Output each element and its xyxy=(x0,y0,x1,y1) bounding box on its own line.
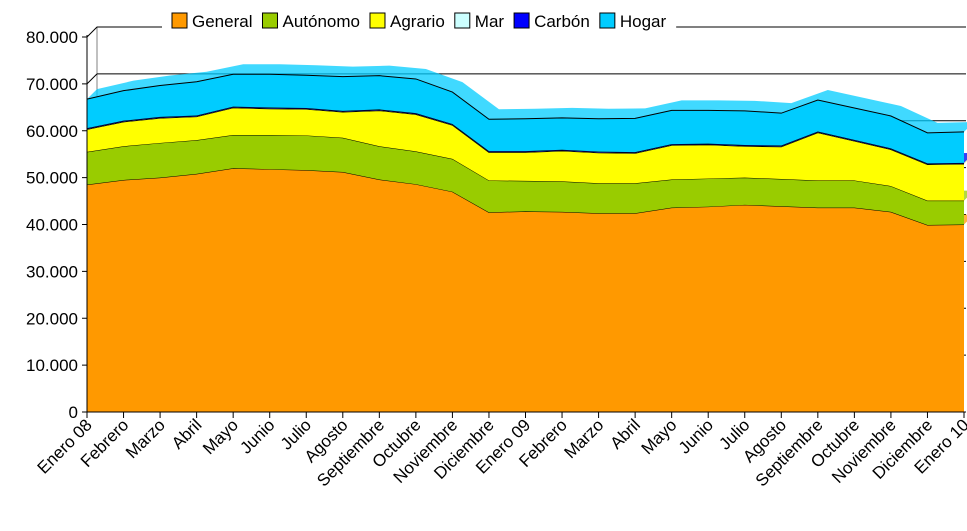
legend-swatch xyxy=(369,12,386,29)
legend-entry-0: General xyxy=(171,12,252,31)
y-tick-label: 70.000 xyxy=(26,75,78,94)
legend-entry-2: Agrario xyxy=(369,12,445,31)
y-axis-ticks: 0 10.000 20.000 30.000 40.000 50.000 60.000 70.… xyxy=(26,28,87,422)
x-tick-label: Junio xyxy=(236,415,278,457)
gridline-depth xyxy=(86,73,98,85)
y-tick-label: 40.000 xyxy=(26,216,78,235)
x-tick-label: Mayo xyxy=(638,415,681,458)
series-areas xyxy=(86,64,967,412)
y-tick-label: 30.000 xyxy=(26,262,78,281)
y-tick-label: 10.000 xyxy=(26,356,78,375)
legend-swatch xyxy=(171,12,188,29)
legend-label: Autónomo xyxy=(282,12,360,31)
legend-swatch xyxy=(261,12,278,29)
x-tick-label: Abril xyxy=(168,415,205,452)
y-tick-label: 80.000 xyxy=(26,28,78,47)
legend-entry-5: Hogar xyxy=(599,12,667,31)
legend-background xyxy=(162,9,677,35)
gridline-depth xyxy=(86,26,98,38)
series-edge-5 xyxy=(86,73,965,134)
legend-swatch xyxy=(454,12,471,29)
legend-entry-1: Autónomo xyxy=(261,12,360,31)
legend-label: Agrario xyxy=(390,12,445,31)
y-tick-label: 60.000 xyxy=(26,122,78,141)
x-tick-label: Junio xyxy=(675,415,717,457)
legend: General Autónomo Agrario Mar Carbón Hogar xyxy=(162,9,677,35)
series-area-1 xyxy=(87,134,964,225)
legend-label: Mar xyxy=(475,12,505,31)
legend-entry-4: Carbón xyxy=(513,12,590,31)
legend-label: Hogar xyxy=(620,12,667,31)
legend-entry-3: Mar xyxy=(454,12,505,31)
y-tick-label: 50.000 xyxy=(26,169,78,188)
x-tick-label: Marzo xyxy=(561,415,608,462)
series-area-2 xyxy=(87,107,964,201)
series-area-0 xyxy=(87,168,964,412)
x-tick-label: Abril xyxy=(606,415,643,452)
y-tick-label: 0 xyxy=(69,403,78,422)
legend-label: Carbón xyxy=(534,12,590,31)
legend-swatch xyxy=(513,12,530,29)
y-tick-label: 20.000 xyxy=(26,309,78,328)
legend-swatch xyxy=(599,12,616,29)
legend-label: General xyxy=(192,12,252,31)
x-tick-label: Marzo xyxy=(122,415,169,462)
x-tick-label: Mayo xyxy=(199,415,242,458)
